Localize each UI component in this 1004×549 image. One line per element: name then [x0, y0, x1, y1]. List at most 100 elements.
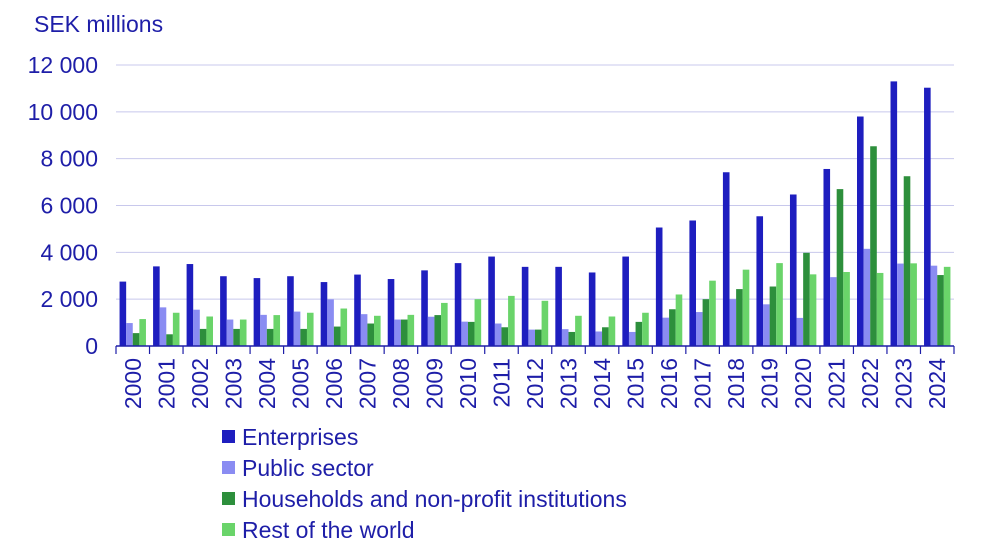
bar-households-and-non-profit-institutions-2023 [903, 176, 911, 346]
bar-public-sector-2004 [260, 314, 267, 346]
x-tick-label: 2007 [354, 358, 380, 409]
bar-households-and-non-profit-institutions-2009 [434, 315, 442, 346]
bar-enterprises-2001 [153, 266, 160, 346]
y-tick-label: 4 000 [40, 239, 98, 265]
bar-enterprises-2019 [756, 216, 764, 346]
x-tick-label: 2001 [153, 358, 179, 409]
bar-rest-of-the-world-2001 [172, 312, 180, 346]
bar-rest-of-the-world-2005 [306, 312, 314, 346]
x-tick-label: 2021 [824, 358, 850, 409]
bar-rest-of-the-world-2015 [642, 312, 649, 346]
bar-households-and-non-profit-institutions-2019 [769, 286, 777, 346]
x-tick-label: 2024 [924, 358, 950, 409]
bar-households-and-non-profit-institutions-2013 [568, 331, 576, 346]
bar-public-sector-2003 [226, 319, 234, 346]
bar-public-sector-2015 [628, 331, 636, 346]
x-tick-label: 2018 [723, 358, 749, 409]
legend-swatch [222, 430, 235, 443]
bar-enterprises-2010 [454, 263, 462, 346]
bar-households-and-non-profit-institutions-2020 [803, 252, 810, 346]
x-tick-label: 2016 [656, 358, 682, 409]
bar-households-and-non-profit-institutions-2024 [937, 275, 944, 346]
x-tick-label: 2023 [891, 358, 917, 409]
bar-enterprises-2018 [722, 172, 730, 346]
bar-rest-of-the-world-2003 [239, 319, 247, 346]
bar-public-sector-2001 [159, 307, 167, 346]
y-axis-label: SEK millions [34, 11, 163, 37]
y-tick-label: 0 [85, 333, 98, 359]
x-tick-label: 2015 [623, 358, 649, 409]
bar-public-sector-2012 [528, 329, 535, 346]
y-axis-ticks: 0 2 000 4 000 6 000 8 000 10 000 12 000 [28, 52, 98, 359]
bar-households-and-non-profit-institutions-2022 [870, 146, 877, 346]
bar-rest-of-the-world-2013 [575, 315, 582, 346]
bar-public-sector-2016 [662, 317, 670, 346]
bar-rest-of-the-world-2016 [675, 294, 683, 346]
bar-enterprises-2006 [320, 282, 328, 346]
legend-label: Households and non-profit institutions [242, 486, 627, 512]
legend: Enterprises Public sector Households and n… [222, 424, 627, 543]
bar-enterprises-2008 [387, 279, 395, 346]
x-tick-label: 2009 [421, 358, 447, 409]
x-tick-label: 2008 [388, 358, 414, 409]
bar-rest-of-the-world-2024 [943, 266, 951, 346]
y-tick-label: 10 000 [28, 99, 98, 125]
bar-rest-of-the-world-2020 [809, 274, 817, 346]
x-tick-label: 2013 [556, 358, 582, 409]
x-tick-label: 2003 [220, 358, 246, 409]
x-tick-label: 2012 [522, 358, 548, 409]
bar-rest-of-the-world-2007 [374, 315, 381, 346]
y-tick-label: 6 000 [40, 193, 98, 219]
x-tick-label: 2019 [757, 358, 783, 409]
bar-households-and-non-profit-institutions-2007 [367, 323, 374, 346]
bar-public-sector-2005 [293, 311, 301, 346]
bar-enterprises-2012 [521, 266, 529, 346]
bar-households-and-non-profit-institutions-2003 [233, 328, 240, 346]
legend-swatch [222, 523, 235, 536]
bar-rest-of-the-world-2011 [508, 295, 515, 346]
x-tick-label: 2020 [790, 358, 816, 409]
x-tick-label: 2022 [857, 358, 883, 409]
legend-swatch [222, 492, 235, 505]
bar-enterprises-2009 [421, 270, 428, 346]
bar-rest-of-the-world-2017 [709, 280, 716, 346]
bar-households-and-non-profit-institutions-2016 [669, 309, 676, 346]
x-tick-label: 2011 [488, 358, 514, 407]
bar-public-sector-2020 [796, 317, 804, 346]
bar-enterprises-2015 [622, 256, 629, 346]
bar-rest-of-the-world-2018 [742, 269, 750, 346]
x-axis-ticks: 2000 2001 2002 2003 2004 2005 2006 2007 2008 2009… [120, 358, 950, 409]
bar-households-and-non-profit-institutions-2001 [166, 334, 173, 346]
bar-enterprises-2020 [789, 194, 797, 346]
bar-households-and-non-profit-institutions-2011 [501, 327, 509, 346]
bar-enterprises-2005 [287, 276, 294, 346]
bar-households-and-non-profit-institutions-2004 [266, 328, 274, 346]
bar-enterprises-2013 [555, 266, 562, 346]
bar-households-and-non-profit-institutions-2002 [199, 328, 207, 346]
bar-enterprises-2002 [186, 264, 194, 346]
bar-rest-of-the-world-2010 [474, 299, 482, 346]
x-tick-label: 2006 [321, 358, 347, 409]
bar-households-and-non-profit-institutions-2008 [400, 319, 408, 346]
bar-rest-of-the-world-2002 [206, 316, 213, 346]
bar-public-sector-2011 [494, 323, 502, 346]
bar-public-sector-2009 [427, 316, 435, 346]
bar-public-sector-2014 [595, 331, 603, 346]
y-tick-label: 2 000 [40, 286, 98, 312]
bar-rest-of-the-world-2023 [910, 263, 917, 346]
bar-rest-of-the-world-2019 [776, 263, 783, 346]
bar-households-and-non-profit-institutions-2010 [467, 321, 475, 346]
x-tick-label: 2014 [589, 358, 615, 409]
bar-households-and-non-profit-institutions-2021 [836, 189, 844, 346]
x-tick-label: 2000 [120, 358, 146, 409]
bar-rest-of-the-world-2022 [876, 272, 884, 346]
x-tick-label: 2002 [187, 358, 213, 409]
legend-swatch [222, 461, 235, 474]
bar-enterprises-2022 [857, 116, 864, 347]
legend-label: Rest of the world [242, 517, 415, 543]
bar-public-sector-2024 [930, 265, 938, 346]
bar-public-sector-2000 [126, 323, 133, 346]
bar-public-sector-2022 [863, 248, 871, 346]
bar-public-sector-2010 [461, 321, 468, 346]
bar-households-and-non-profit-institutions-2006 [333, 326, 341, 346]
